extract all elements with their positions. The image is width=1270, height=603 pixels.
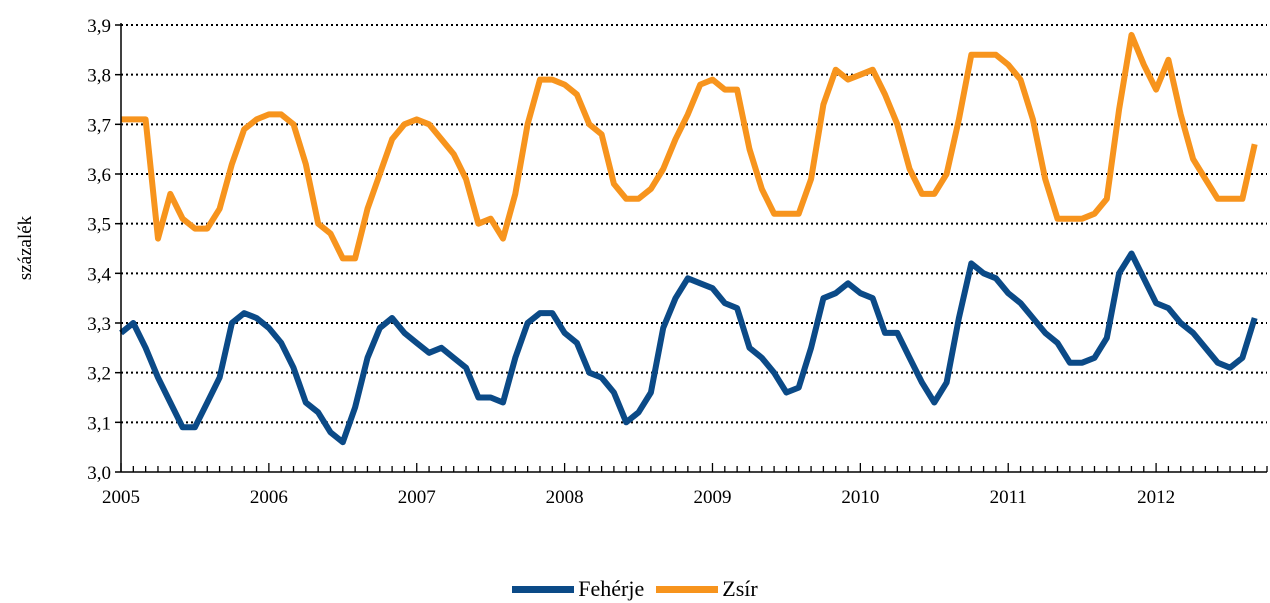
series-line-feherje [119,250,1258,446]
x-tick-label: 2007 [398,487,436,508]
x-tick-label: 2012 [1137,487,1175,508]
y-tick-labels: 3,0 3,1 3,2 3,3 3,4 3,5 3,6 3,7 3,8 3,9 [87,16,111,484]
y-axis-title: százalék [15,215,36,280]
x-tick-label: 2006 [250,487,288,508]
x-tick-label: 2008 [546,487,584,508]
y-tick-label: 3,4 [87,264,111,285]
x-tick-label: 2005 [102,487,140,508]
y-tick-label: 3,7 [87,115,111,136]
legend-swatch-zsir [656,585,719,593]
y-tick-label: 3,8 [87,66,111,87]
axes [115,23,1268,473]
legend-swatch-feherje [512,585,575,593]
y-tick-label: 3,9 [87,16,111,37]
legend-label-feherje: Fehérje [578,576,645,601]
x-tick-labels: 2005 2006 2007 2008 2009 2010 2011 2012 [102,487,1175,508]
legend: Fehérje Zsír [0,576,1270,602]
y-tick-label: 3,5 [87,215,111,236]
x-tick-label: 2011 [990,487,1027,508]
gridlines [121,24,1267,424]
y-tick-label: 3,6 [87,165,111,186]
series-lines [119,31,1258,446]
x-tick-label: 2010 [841,487,879,508]
y-tick-label: 3,0 [87,463,111,484]
x-tick-label: 2009 [693,487,731,508]
y-tick-label: 3,3 [87,314,111,335]
y-tick-label: 3,2 [87,364,111,385]
line-chart: 3,03,13,23,33,43,53,63,73,83,9 2005 2006 2… [15,16,1268,508]
y-tick-label: 3,1 [87,413,111,434]
series-line-zsir [121,31,1258,262]
legend-label-zsir: Zsír [722,576,758,601]
legend-item-zsir: Zsír [656,576,758,602]
legend-item-feherje: Fehérje [512,576,644,602]
